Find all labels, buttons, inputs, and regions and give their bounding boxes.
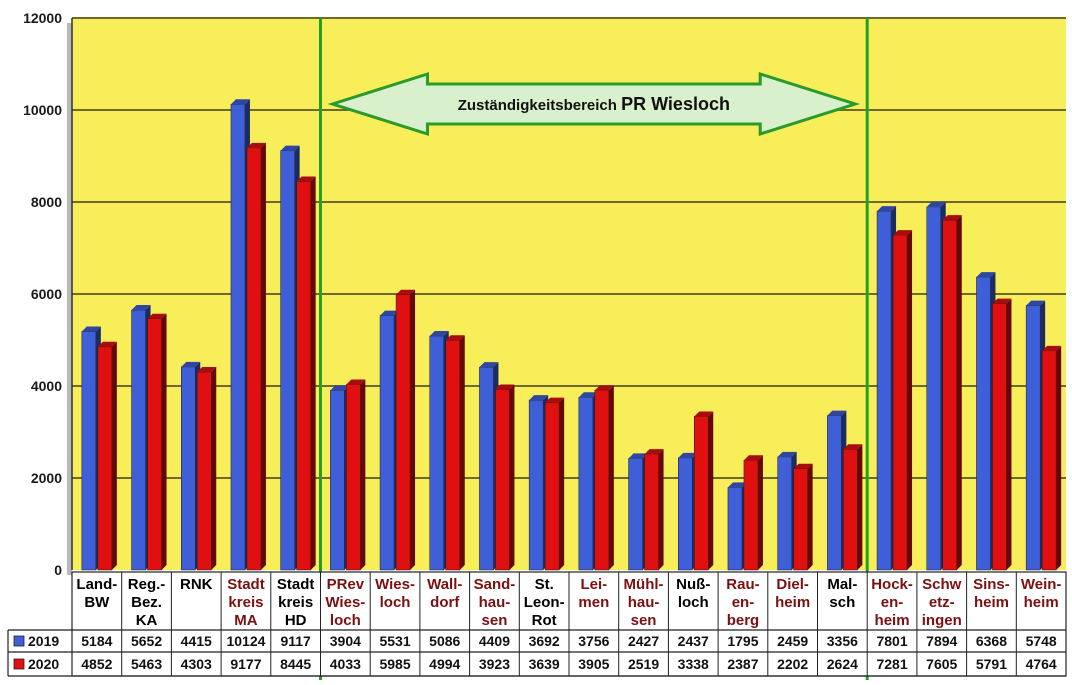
bar-2020-8 <box>495 384 515 571</box>
category-label-17: Schw etz-ingen <box>922 576 962 629</box>
category-label-14: Diel-heim <box>775 576 810 611</box>
bar-2020-6 <box>395 289 416 571</box>
data-label-2020-16: 7281 <box>876 656 907 672</box>
category-label-12: Nuß-loch <box>676 576 710 611</box>
data-label-2020-6: 5985 <box>379 656 410 672</box>
bar-2020-4 <box>296 176 316 571</box>
data-label-2019-5: 3904 <box>330 633 361 649</box>
y-tick-label: 4000 <box>31 378 62 394</box>
bar-2020-16 <box>892 230 913 571</box>
bar-2020-18 <box>992 298 1012 571</box>
bar-2020-17 <box>942 215 962 571</box>
legend-swatch-2019 <box>13 635 25 647</box>
data-label-2019-8: 4409 <box>479 633 510 649</box>
data-label-2020-17: 7605 <box>926 656 957 672</box>
bar-2020-19 <box>1041 345 1062 571</box>
data-label-2019-19: 5748 <box>1026 633 1057 649</box>
bar-2020-9 <box>544 397 565 571</box>
axis-wall <box>67 23 72 575</box>
data-label-2020-14: 2202 <box>777 656 808 672</box>
data-label-2019-4: 9117 <box>280 633 311 649</box>
data-label-2019-0: 5184 <box>81 633 112 649</box>
data-label-2019-10: 3756 <box>578 633 609 649</box>
category-label-4: Stadt kreis HD <box>277 576 315 629</box>
category-label-3: Stadt kreis MA <box>227 576 265 629</box>
category-label-16: Hock-en-heim <box>871 576 913 629</box>
data-label-2020-8: 3923 <box>479 656 510 672</box>
data-label-2020-12: 3338 <box>678 656 709 672</box>
legend-label-2019: 2019 <box>28 633 59 649</box>
data-label-2020-7: 4994 <box>429 656 460 672</box>
category-label-11: Mühl-hau-sen <box>624 576 664 629</box>
data-label-2019-14: 2459 <box>777 633 808 649</box>
bar-2020-7 <box>445 335 465 571</box>
category-label-2: RNK <box>180 576 213 593</box>
data-label-2020-2: 4303 <box>181 656 212 672</box>
data-label-2019-9: 3692 <box>529 633 560 649</box>
bar-2020-12 <box>694 411 714 571</box>
data-label-2019-2: 4415 <box>181 633 212 649</box>
data-label-2020-0: 4852 <box>81 656 112 672</box>
category-label-15: Mal-sch <box>827 576 857 611</box>
data-label-2020-11: 2519 <box>628 656 659 672</box>
legend-label-2020: 2020 <box>28 656 59 672</box>
bar-2020-2 <box>197 367 217 571</box>
category-label-7: Wall-dorf <box>427 576 462 611</box>
range-arrow <box>327 71 861 137</box>
data-label-2019-18: 6368 <box>976 633 1007 649</box>
data-label-2020-13: 2387 <box>727 656 758 672</box>
category-label-6: Wies-loch <box>375 576 415 611</box>
y-tick-label: 0 <box>54 562 62 578</box>
data-label-2019-17: 7894 <box>926 633 957 649</box>
data-label-2019-1: 5652 <box>131 633 162 649</box>
data-label-2020-9: 3639 <box>529 656 560 672</box>
category-label-0: Land-BW <box>76 576 117 611</box>
data-label-2020-15: 2624 <box>827 656 858 672</box>
legend-swatch-2020 <box>13 658 25 670</box>
data-label-2019-3: 10124 <box>226 633 265 649</box>
data-label-2019-15: 3356 <box>827 633 858 649</box>
range-annotation: Zuständigkeitsbereich PR Wiesloch <box>458 94 730 114</box>
data-label-2020-18: 5791 <box>976 656 1007 672</box>
data-label-2019-16: 7801 <box>876 633 907 649</box>
y-tick-label: 8000 <box>31 194 62 210</box>
bar-2020-11 <box>644 449 664 571</box>
bar-2020-3 <box>246 142 266 571</box>
data-label-2020-10: 3905 <box>578 656 609 672</box>
bar-2020-1 <box>147 313 167 571</box>
category-label-5: PRev Wies-loch <box>325 576 365 629</box>
y-tick-label: 6000 <box>31 286 62 302</box>
bar-2020-14 <box>793 463 813 571</box>
bar-2020-15 <box>843 444 863 571</box>
category-label-8: Sand-hau-sen <box>474 576 516 629</box>
category-label-19: Wein-heim <box>1021 576 1062 611</box>
bar-2020-10 <box>594 385 614 571</box>
category-label-9: St. Leon-Rot <box>524 576 565 629</box>
category-label-13: Rau-en-berg <box>726 576 759 629</box>
y-tick-label: 10000 <box>23 102 62 118</box>
data-label-2020-3: 9177 <box>230 656 261 672</box>
data-label-2019-12: 2437 <box>678 633 709 649</box>
data-label-2020-4: 8445 <box>280 656 311 672</box>
y-tick-label: 12000 <box>23 10 62 26</box>
bar-2020-13 <box>743 455 763 571</box>
data-label-2020-19: 4764 <box>1026 656 1057 672</box>
data-label-2019-7: 5086 <box>429 633 460 649</box>
data-label-2019-11: 2427 <box>628 633 659 649</box>
category-label-10: Lei-men <box>578 576 609 611</box>
data-label-2020-5: 4033 <box>330 656 361 672</box>
category-label-1: Reg.-Bez. KA <box>128 576 166 629</box>
data-label-2019-13: 1795 <box>727 633 758 649</box>
bar-2020-5 <box>346 379 366 571</box>
y-tick-label: 2000 <box>31 470 62 486</box>
data-label-2019-6: 5531 <box>379 633 410 649</box>
bar-2020-0 <box>97 341 117 571</box>
category-label-18: Sins-heim <box>973 576 1010 611</box>
data-label-2020-1: 5463 <box>131 656 162 672</box>
